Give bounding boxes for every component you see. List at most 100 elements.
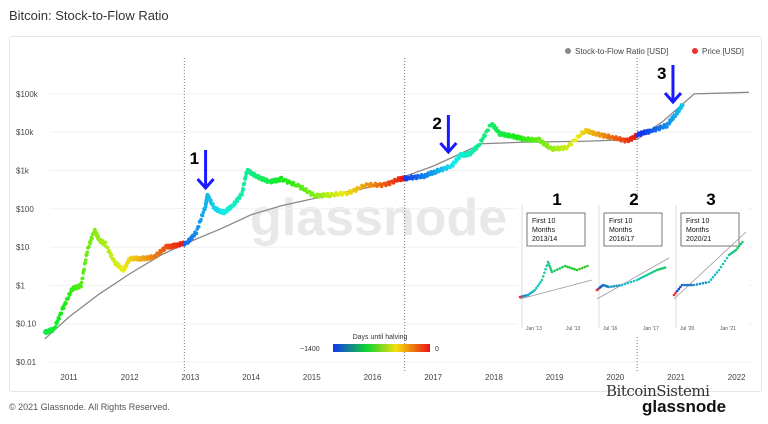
inset-price-point: [679, 285, 682, 289]
inset-price-point: [586, 264, 589, 268]
inset-price-point: [541, 275, 545, 278]
colorbar-min-label: ~1400: [300, 346, 320, 353]
inset-price-point: [563, 264, 567, 268]
price-point: [194, 231, 199, 236]
inset-price-point: [635, 278, 639, 282]
inset-price-point: [641, 275, 645, 279]
inset-price-point: [626, 281, 630, 285]
colorbar-max-label: 0: [435, 346, 439, 353]
arrow-head-icon: [196, 178, 215, 191]
watermark-brand: glassnode: [642, 397, 727, 416]
copyright: © 2021 Glassnode. All Rights Reserved.: [9, 402, 170, 412]
arrow-label: 1: [190, 149, 199, 168]
inset-price-point: [620, 283, 624, 287]
inset-box-text: Months: [532, 227, 555, 234]
inset-tick: Jul '20: [680, 326, 695, 332]
price-point: [677, 109, 681, 114]
price-point: [88, 241, 93, 246]
inset-s2f-line: [519, 279, 593, 300]
price-point: [526, 136, 530, 140]
price-point: [123, 266, 127, 271]
price-point: [201, 210, 206, 215]
price-point: [241, 187, 246, 192]
inset-price-point: [558, 267, 562, 270]
inset-price-point: [672, 293, 676, 297]
inset-price-point: [651, 270, 655, 274]
inset-price-point: [615, 284, 619, 288]
price-point: [61, 306, 66, 311]
inset-number: 3: [706, 190, 715, 209]
price-point: [87, 244, 91, 249]
inset-price-point: [544, 267, 547, 271]
price-point: [480, 139, 484, 143]
price-point: [235, 199, 240, 203]
price-point: [66, 296, 71, 301]
inset-price-point: [537, 282, 541, 286]
inset-box-text: 2020/21: [686, 236, 711, 243]
price-point: [240, 193, 244, 197]
inset-price-point: [692, 283, 696, 287]
inset-price-point: [721, 262, 725, 266]
price-point: [373, 181, 378, 186]
inset-price-point: [685, 283, 689, 287]
price-point: [200, 213, 205, 218]
price-point: [57, 316, 61, 321]
price-point: [494, 126, 499, 130]
price-point: [79, 280, 84, 285]
price-point: [578, 133, 583, 138]
inset-price-point: [546, 260, 550, 264]
inset-box-text: 2016/17: [609, 236, 634, 243]
inset-s2f-line: [596, 257, 670, 300]
glassnode-watermark: glassnode: [250, 189, 507, 247]
inset-box-text: First 10: [532, 218, 555, 225]
price-point: [82, 267, 86, 272]
price-point: [162, 248, 166, 253]
inset-price-point: [550, 270, 554, 274]
inset-number: 1: [552, 190, 561, 209]
inset-price-point: [653, 269, 657, 273]
inset-price-point: [639, 276, 643, 280]
inset-price-point: [583, 265, 587, 269]
inset-tick: Jan '17: [643, 326, 659, 332]
inset-price-point: [566, 265, 569, 269]
price-point: [279, 175, 284, 180]
inset-price-point: [580, 266, 584, 270]
price-point: [211, 202, 215, 206]
x-tick-label: 2017: [424, 373, 442, 382]
inset-box-text: Months: [686, 227, 709, 234]
arrow-label: 3: [657, 64, 666, 83]
price-point: [535, 139, 539, 143]
inset-s2f-line: [673, 231, 747, 300]
price-point: [481, 136, 485, 141]
inset-price-point: [661, 266, 665, 270]
price-point: [332, 193, 337, 198]
price-point: [196, 224, 201, 229]
inset-price-point: [690, 283, 693, 287]
price-point: [83, 258, 88, 262]
price-point: [291, 180, 296, 185]
inset-price-point: [736, 246, 739, 250]
x-tick-label: 2021: [667, 373, 685, 382]
price-point: [103, 240, 108, 245]
inset-price-point: [549, 268, 553, 272]
y-tick-label: $10: [16, 243, 30, 252]
price-point: [665, 125, 669, 129]
inset-price-point: [701, 281, 705, 285]
inset-price-point: [573, 267, 576, 271]
inset-price-point: [536, 284, 540, 288]
inset-price-point: [547, 262, 551, 266]
legend-s2f-marker: [565, 48, 571, 54]
inset-price-point: [575, 268, 579, 272]
inset-price-point: [649, 271, 653, 275]
price-point: [64, 301, 68, 306]
y-tick-label: $1k: [16, 167, 30, 176]
price-point: [680, 103, 685, 108]
chart-frame: [9, 36, 762, 392]
price-point: [477, 142, 482, 147]
inset-tick: Jan '13: [526, 326, 542, 332]
x-tick-label: 2018: [485, 373, 503, 382]
price-point: [79, 284, 83, 289]
inset-price-point: [540, 278, 544, 282]
inset-price-point: [741, 240, 744, 244]
